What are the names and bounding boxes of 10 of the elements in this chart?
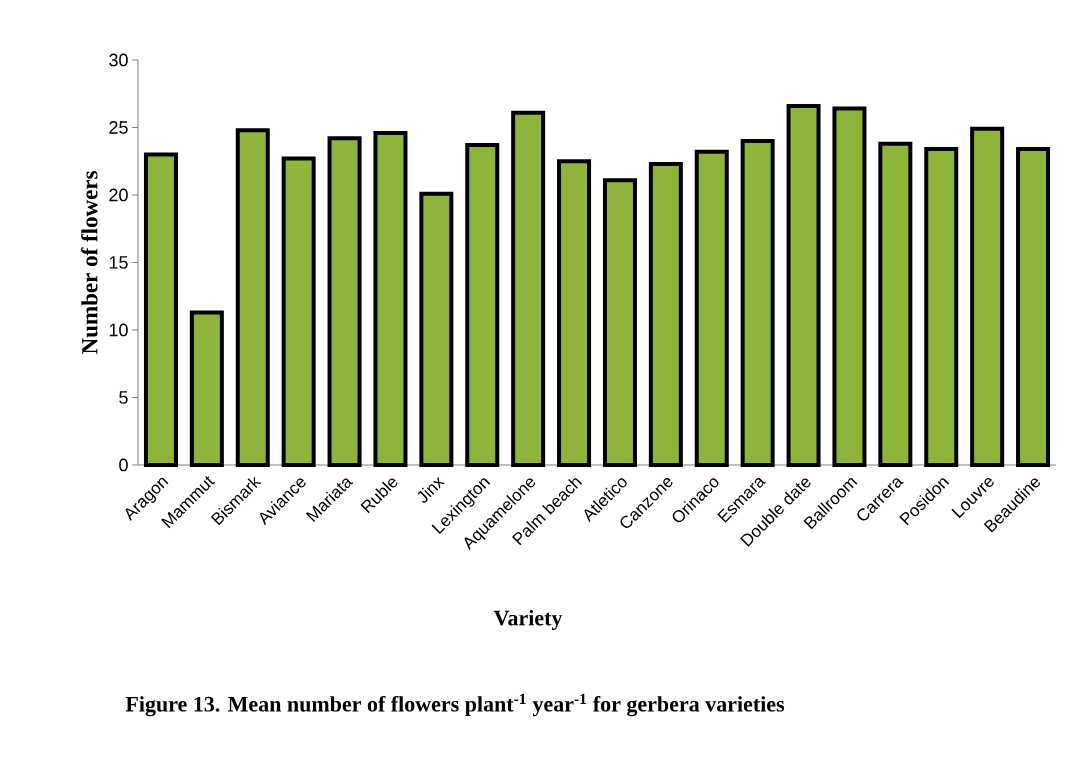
y-tick-label: 0 xyxy=(119,458,128,472)
y-tick-label: 10 xyxy=(109,323,128,337)
y-tick-label: 30 xyxy=(109,53,128,67)
y-tick-label: 25 xyxy=(109,121,128,134)
x-axis-title: Variety xyxy=(493,609,563,630)
y-tick-label: 15 xyxy=(109,256,128,269)
y-tick-label: 5 xyxy=(119,391,128,404)
text: Figure 13. Mean number of flowers plant$^{-1}$ year$^{-1}$ for gerbera varieties xyxy=(125,693,785,717)
y-axis-title: Number of flowers xyxy=(81,171,98,355)
y-tick-label: 20 xyxy=(109,188,128,202)
